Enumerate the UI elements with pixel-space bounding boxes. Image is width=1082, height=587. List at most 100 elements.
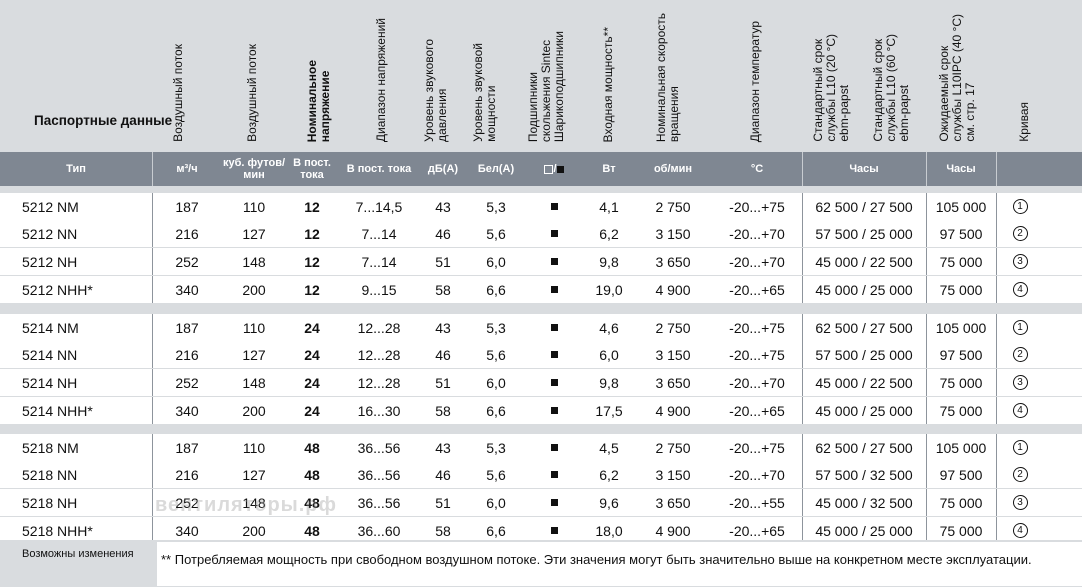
curve-circle: 1 — [1012, 320, 1028, 335]
cell-vrange: 36...56 — [357, 439, 401, 456]
cell-speed: 2 750 — [655, 319, 691, 336]
cell-power: 19,0 — [595, 281, 623, 298]
cell-type: 5214 NM — [22, 319, 79, 336]
cell-life2: 75 000 — [939, 494, 983, 511]
bearing-square — [550, 499, 558, 506]
unit-bearing: / — [524, 152, 584, 186]
cell-type: 5212 NH — [22, 253, 78, 270]
unit-voltage: В пост. тока — [293, 157, 331, 181]
cell-voltage: 24 — [304, 319, 320, 336]
column-divider — [926, 397, 927, 424]
cell-flow_cfm: 110 — [242, 198, 266, 215]
ball-bearing-icon — [524, 276, 584, 303]
col-header-life1-60c: Стандартный срок службы L10 (60 °C) ebm-… — [871, 34, 911, 142]
column-divider — [996, 220, 997, 247]
cell-spl: 51 — [435, 494, 451, 511]
bearing-square — [550, 203, 558, 210]
bearing-separator: / — [553, 163, 557, 175]
ball-bearing-icon — [556, 165, 564, 173]
cell-type: 5218 NN — [22, 466, 78, 483]
table-row: 5214 NN 216 127 24 12...28 46 5,6 6,0 3 150 -20..… — [0, 341, 1082, 368]
col-header-flow_m3: Воздушный поток — [171, 44, 185, 142]
cell-power: 4,1 — [599, 198, 619, 215]
curve-circle: 2 — [1012, 226, 1028, 241]
unit-life2: Часы — [946, 163, 976, 175]
cell-flow_cfm: 127 — [242, 346, 266, 363]
cell-temp: -20...+65 — [729, 402, 785, 419]
cell-flow_m3: 252 — [175, 253, 199, 270]
column-divider — [926, 314, 927, 341]
cell-life2: 105 000 — [935, 319, 987, 336]
cell-speed: 4 900 — [655, 522, 691, 539]
cell-voltage: 24 — [304, 402, 320, 419]
cell-temp: -20...+65 — [729, 522, 785, 539]
cell-voltage: 48 — [304, 522, 320, 539]
cell-power: 18,0 — [595, 522, 623, 539]
table-row: 5218 NH 252 148 48 36...56 51 6,0 9,6 3 650 -20..… — [0, 489, 1082, 516]
cell-speed: 3 650 — [655, 253, 691, 270]
curve-circle: 4 — [1012, 523, 1028, 538]
curve-number: 1 — [996, 193, 1044, 220]
cell-flow_cfm: 200 — [242, 402, 266, 419]
col-header-vrange: Диапазон напряжений — [374, 17, 388, 142]
cell-flow_m3: 340 — [175, 522, 199, 539]
unit-vrange: В пост. тока — [346, 163, 412, 175]
column-divider — [152, 397, 153, 424]
cell-temp: -20...+75 — [729, 198, 785, 215]
cell-temp: -20...+75 — [729, 439, 785, 456]
ball-bearing-icon — [524, 434, 584, 461]
unit-speed: об/мин — [653, 163, 693, 175]
unit-swl: Бел(А) — [477, 163, 515, 175]
cell-voltage: 12 — [304, 198, 320, 215]
ball-bearing-icon — [524, 489, 584, 516]
cell-voltage: 24 — [304, 346, 320, 363]
curve-number: 2 — [996, 341, 1044, 368]
cell-spl: 46 — [435, 466, 451, 483]
cell-life2: 75 000 — [939, 402, 983, 419]
column-divider — [152, 434, 153, 461]
cell-life1: 62 500 / 27 500 — [815, 439, 913, 456]
bearing-square — [550, 527, 558, 534]
cell-vrange: 9...15 — [361, 281, 397, 298]
cell-flow_m3: 216 — [175, 225, 199, 242]
cell-spl: 43 — [435, 198, 451, 215]
column-divider — [802, 397, 803, 424]
cell-swl: 6,0 — [486, 253, 506, 270]
bearing-square — [550, 351, 558, 358]
bearing-square — [550, 379, 558, 386]
cell-power: 17,5 — [595, 402, 623, 419]
column-divider — [996, 276, 997, 303]
column-divider — [802, 489, 803, 516]
column-divider — [926, 369, 927, 396]
cell-vrange: 7...14 — [361, 253, 397, 270]
ball-bearing-icon — [524, 461, 584, 488]
column-divider — [926, 276, 927, 303]
column-divider — [996, 314, 997, 341]
cell-vrange: 7...14,5 — [355, 198, 403, 215]
cell-flow_cfm: 148 — [242, 374, 266, 391]
cell-swl: 5,6 — [486, 225, 506, 242]
curve-circle: 1 — [1012, 199, 1028, 214]
cell-life1: 62 500 / 27 500 — [815, 319, 913, 336]
column-divider — [926, 434, 927, 461]
cell-vrange: 12...28 — [357, 346, 401, 363]
curve-number: 2 — [996, 220, 1044, 247]
unit-spl: дБ(А) — [427, 163, 459, 175]
column-divider — [802, 248, 803, 275]
cell-spl: 43 — [435, 439, 451, 456]
cell-vrange: 16...30 — [357, 402, 401, 419]
cell-power: 9,8 — [599, 374, 619, 391]
table-row: 5214 NM 187 110 24 12...28 43 5,3 4,6 2 750 -20..… — [0, 314, 1082, 341]
cell-swl: 6,6 — [486, 402, 506, 419]
col-header-swl: Уровень звуковой мощности — [471, 43, 498, 142]
curve-number: 4 — [996, 276, 1044, 303]
cell-temp: -20...+70 — [729, 225, 785, 242]
col-header-life1: Стандартный срок службы L10 (20 °C) ebm-… — [811, 34, 851, 142]
column-divider — [152, 369, 153, 396]
column-divider — [926, 489, 927, 516]
col-header-flow_cfm: Воздушный поток — [245, 44, 259, 142]
unit-type: Тип — [66, 163, 86, 175]
cell-swl: 6,0 — [486, 374, 506, 391]
column-divider — [996, 397, 997, 424]
cell-voltage: 12 — [304, 253, 320, 270]
